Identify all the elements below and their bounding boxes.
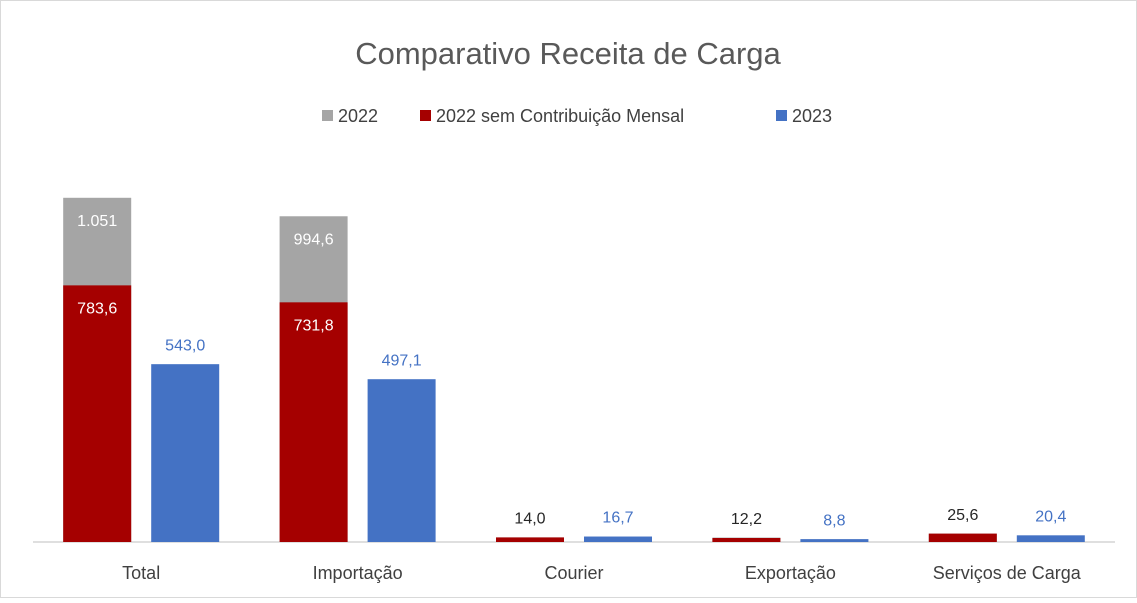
legend-swatch xyxy=(776,110,787,121)
x-tick-label: Exportação xyxy=(745,563,836,583)
data-label: 1.051 xyxy=(77,213,117,230)
data-label: 731,8 xyxy=(294,318,334,335)
data-label: 543,0 xyxy=(165,337,205,354)
data-label: 8,8 xyxy=(823,512,845,529)
data-label: 20,4 xyxy=(1035,509,1066,526)
data-label: 16,7 xyxy=(602,510,633,527)
x-tick-label: Courier xyxy=(544,563,603,583)
bar xyxy=(1016,535,1085,542)
data-label: 25,6 xyxy=(947,507,978,524)
legend-label: 2023 xyxy=(792,106,832,126)
bar xyxy=(151,364,220,542)
bar xyxy=(928,533,997,542)
bar xyxy=(63,285,132,542)
bar xyxy=(367,379,436,542)
data-label: 12,2 xyxy=(731,511,762,528)
data-label: 783,6 xyxy=(77,301,117,318)
legend-swatch xyxy=(322,110,333,121)
x-tick-label: Total xyxy=(122,563,160,583)
bar xyxy=(496,537,564,542)
x-tick-label: Serviços de Carga xyxy=(933,563,1082,583)
x-tick-label: Importação xyxy=(313,563,403,583)
bar xyxy=(584,536,652,542)
data-label: 14,0 xyxy=(514,511,545,528)
bar xyxy=(712,538,781,542)
bar xyxy=(800,539,869,542)
bar xyxy=(279,302,348,542)
legend-swatch xyxy=(420,110,431,121)
chart-title: Comparativo Receita de Carga xyxy=(355,36,781,71)
legend-label: 2022 xyxy=(338,106,378,126)
legend-label: 2022 sem Contribuição Mensal xyxy=(436,106,684,126)
data-label: 994,6 xyxy=(294,231,334,248)
data-label: 497,1 xyxy=(382,352,422,369)
